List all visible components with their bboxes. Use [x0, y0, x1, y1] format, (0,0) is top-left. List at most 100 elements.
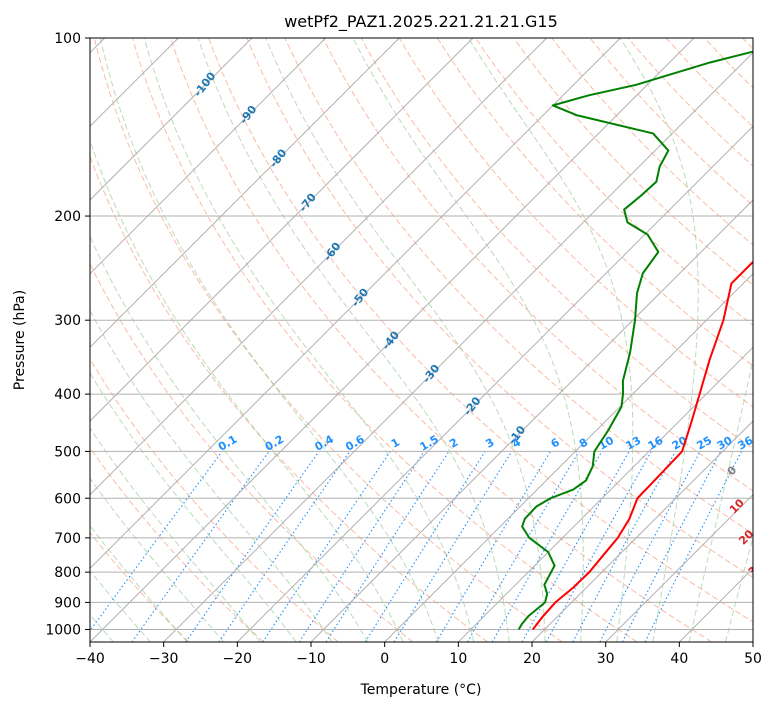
- mixing-ratio-line: [435, 451, 552, 642]
- y-tick-label: 100: [54, 31, 81, 47]
- x-tick-label: −10: [296, 651, 326, 667]
- moist-adiabat-line: [143, 38, 475, 642]
- y-axis-ticks: 100 200 300 400 500 600 700 800 900 1000: [45, 31, 90, 638]
- mixing-ratio-label: 1: [389, 436, 402, 451]
- mixing-ratio-line: [90, 451, 223, 632]
- isotherm-gridline: [531, 420, 753, 642]
- y-tick-label: 500: [54, 444, 81, 460]
- mixing-ratio-line: [572, 451, 677, 642]
- moist-adiabat-line: [90, 477, 225, 642]
- mixing-ratio-label: 16: [646, 434, 666, 453]
- x-tick-label: 0: [380, 651, 389, 667]
- mixing-ratio-line: [521, 451, 630, 642]
- moist-adiabat-line: [265, 38, 546, 642]
- mixing-ratio-label: 25: [694, 434, 714, 453]
- x-tick-label: −40: [75, 651, 105, 667]
- y-tick-label: 600: [54, 491, 81, 507]
- y-tick-label: 300: [54, 313, 81, 329]
- moist-adiabat-line: [619, 38, 699, 642]
- isotherm-gridline: [752, 641, 753, 642]
- y-tick-label: 400: [54, 387, 81, 403]
- isotherm-gridline: [678, 567, 753, 642]
- x-tick-label: 50: [744, 651, 762, 667]
- moist-adiabat-line: [90, 570, 151, 642]
- dry-adiabat-line: [360, 38, 753, 450]
- mixing-ratio-label: 36: [735, 434, 755, 453]
- mixing-ratio-label: 1.5: [417, 433, 440, 454]
- x-tick-label: −20: [223, 651, 253, 667]
- x-axis-ticks: −40 −30 −20 −10 0 10 20 30 40 50: [75, 642, 762, 667]
- mixing-ratio-line: [644, 451, 742, 642]
- moist-adiabat-line: [99, 38, 439, 642]
- dry-adiabat-line: [284, 38, 753, 535]
- mixing-ratio-label: 0.6: [343, 432, 367, 453]
- moist-adiabat-line: [688, 357, 753, 642]
- x-tick-label: 40: [670, 651, 688, 667]
- moist-adiabat-labels: 0 10 20 30 40: [725, 463, 756, 578]
- mixing-ratio-label: 2: [447, 436, 460, 451]
- y-tick-label: 800: [54, 565, 81, 581]
- mixing-ratio-line: [621, 451, 722, 642]
- x-tick-label: 10: [449, 651, 467, 667]
- dry-adiabat-line: [90, 446, 264, 642]
- dry-adiabat-line: [90, 155, 488, 642]
- isotherm-gridline: [90, 38, 400, 349]
- isotherm-gridline: [90, 38, 695, 642]
- dry-adiabat-line: [551, 38, 753, 246]
- moist-adiabat-line: [90, 524, 188, 642]
- isotherm-gridline: [384, 272, 753, 642]
- moist-adiabat-line: [90, 138, 404, 642]
- moist-adiabat-label: 0: [725, 463, 740, 478]
- y-tick-label: 200: [54, 209, 81, 225]
- dry-adiabat-line: [246, 38, 753, 578]
- dry-adiabat-line: [131, 38, 638, 642]
- dry-adiabat-line: [703, 38, 753, 89]
- y-axis-label: Pressure (hPa): [12, 290, 28, 390]
- mixing-ratio-line: [185, 451, 320, 642]
- mixing-ratio-line: [298, 451, 425, 642]
- mixing-ratio-label: 3: [483, 436, 496, 451]
- dry-adiabat-line: [475, 38, 753, 326]
- isotherm-gridline: [90, 38, 327, 275]
- dry-adiabat-line: [742, 38, 753, 50]
- isotherm-gridline: [605, 493, 753, 642]
- dry-adiabat-line: [90, 262, 414, 642]
- dewpoint-line: [517, 50, 753, 630]
- y-tick-label: 900: [54, 595, 81, 611]
- mixing-ratio-line: [393, 451, 513, 642]
- mixing-ratio-line: [218, 451, 351, 642]
- moist-adiabat-line: [468, 38, 634, 642]
- moist-adiabat-line: [762, 38, 775, 642]
- moist-adiabat-line: [90, 309, 333, 642]
- x-tick-label: 30: [597, 651, 615, 667]
- x-tick-label: −30: [149, 651, 179, 667]
- dry-adiabat-line: [665, 38, 753, 128]
- moist-adiabat-line: [90, 235, 369, 642]
- isotherm-gridline: [163, 51, 753, 642]
- moist-adiabat-line: [90, 427, 261, 642]
- dry-adiabat-labels: -100-90-80-70-60-50-40-30-20-10: [191, 69, 528, 447]
- plot-frame: [89, 37, 754, 643]
- moist-adiabat-label: 20: [736, 527, 756, 547]
- isotherm-gridline: [90, 38, 253, 201]
- dry-adiabat-line: [93, 38, 563, 642]
- background-lines: [90, 38, 775, 642]
- mixing-ratio-label: 13: [624, 434, 644, 453]
- isotherm-gridline: [310, 199, 753, 642]
- sounding-series: [517, 50, 753, 631]
- mixing-ratio-line: [599, 451, 701, 642]
- moist-adiabat-line: [197, 38, 510, 642]
- moist-adiabat-line: [90, 372, 297, 642]
- isotherm-gridline: [457, 346, 753, 642]
- dry-adiabat-line: [513, 38, 753, 286]
- isotherm-gridline: [90, 38, 474, 422]
- dry-adiabat-line: [170, 38, 713, 642]
- isotherm-gridline: [236, 125, 753, 642]
- temperature-line: [531, 260, 753, 631]
- x-tick-label: 20: [523, 651, 541, 667]
- dry-adiabat-line: [437, 38, 753, 367]
- dry-adiabat-line: [398, 38, 753, 408]
- dry-adiabat-line: [90, 531, 190, 642]
- isotherm-gridline: [90, 38, 621, 570]
